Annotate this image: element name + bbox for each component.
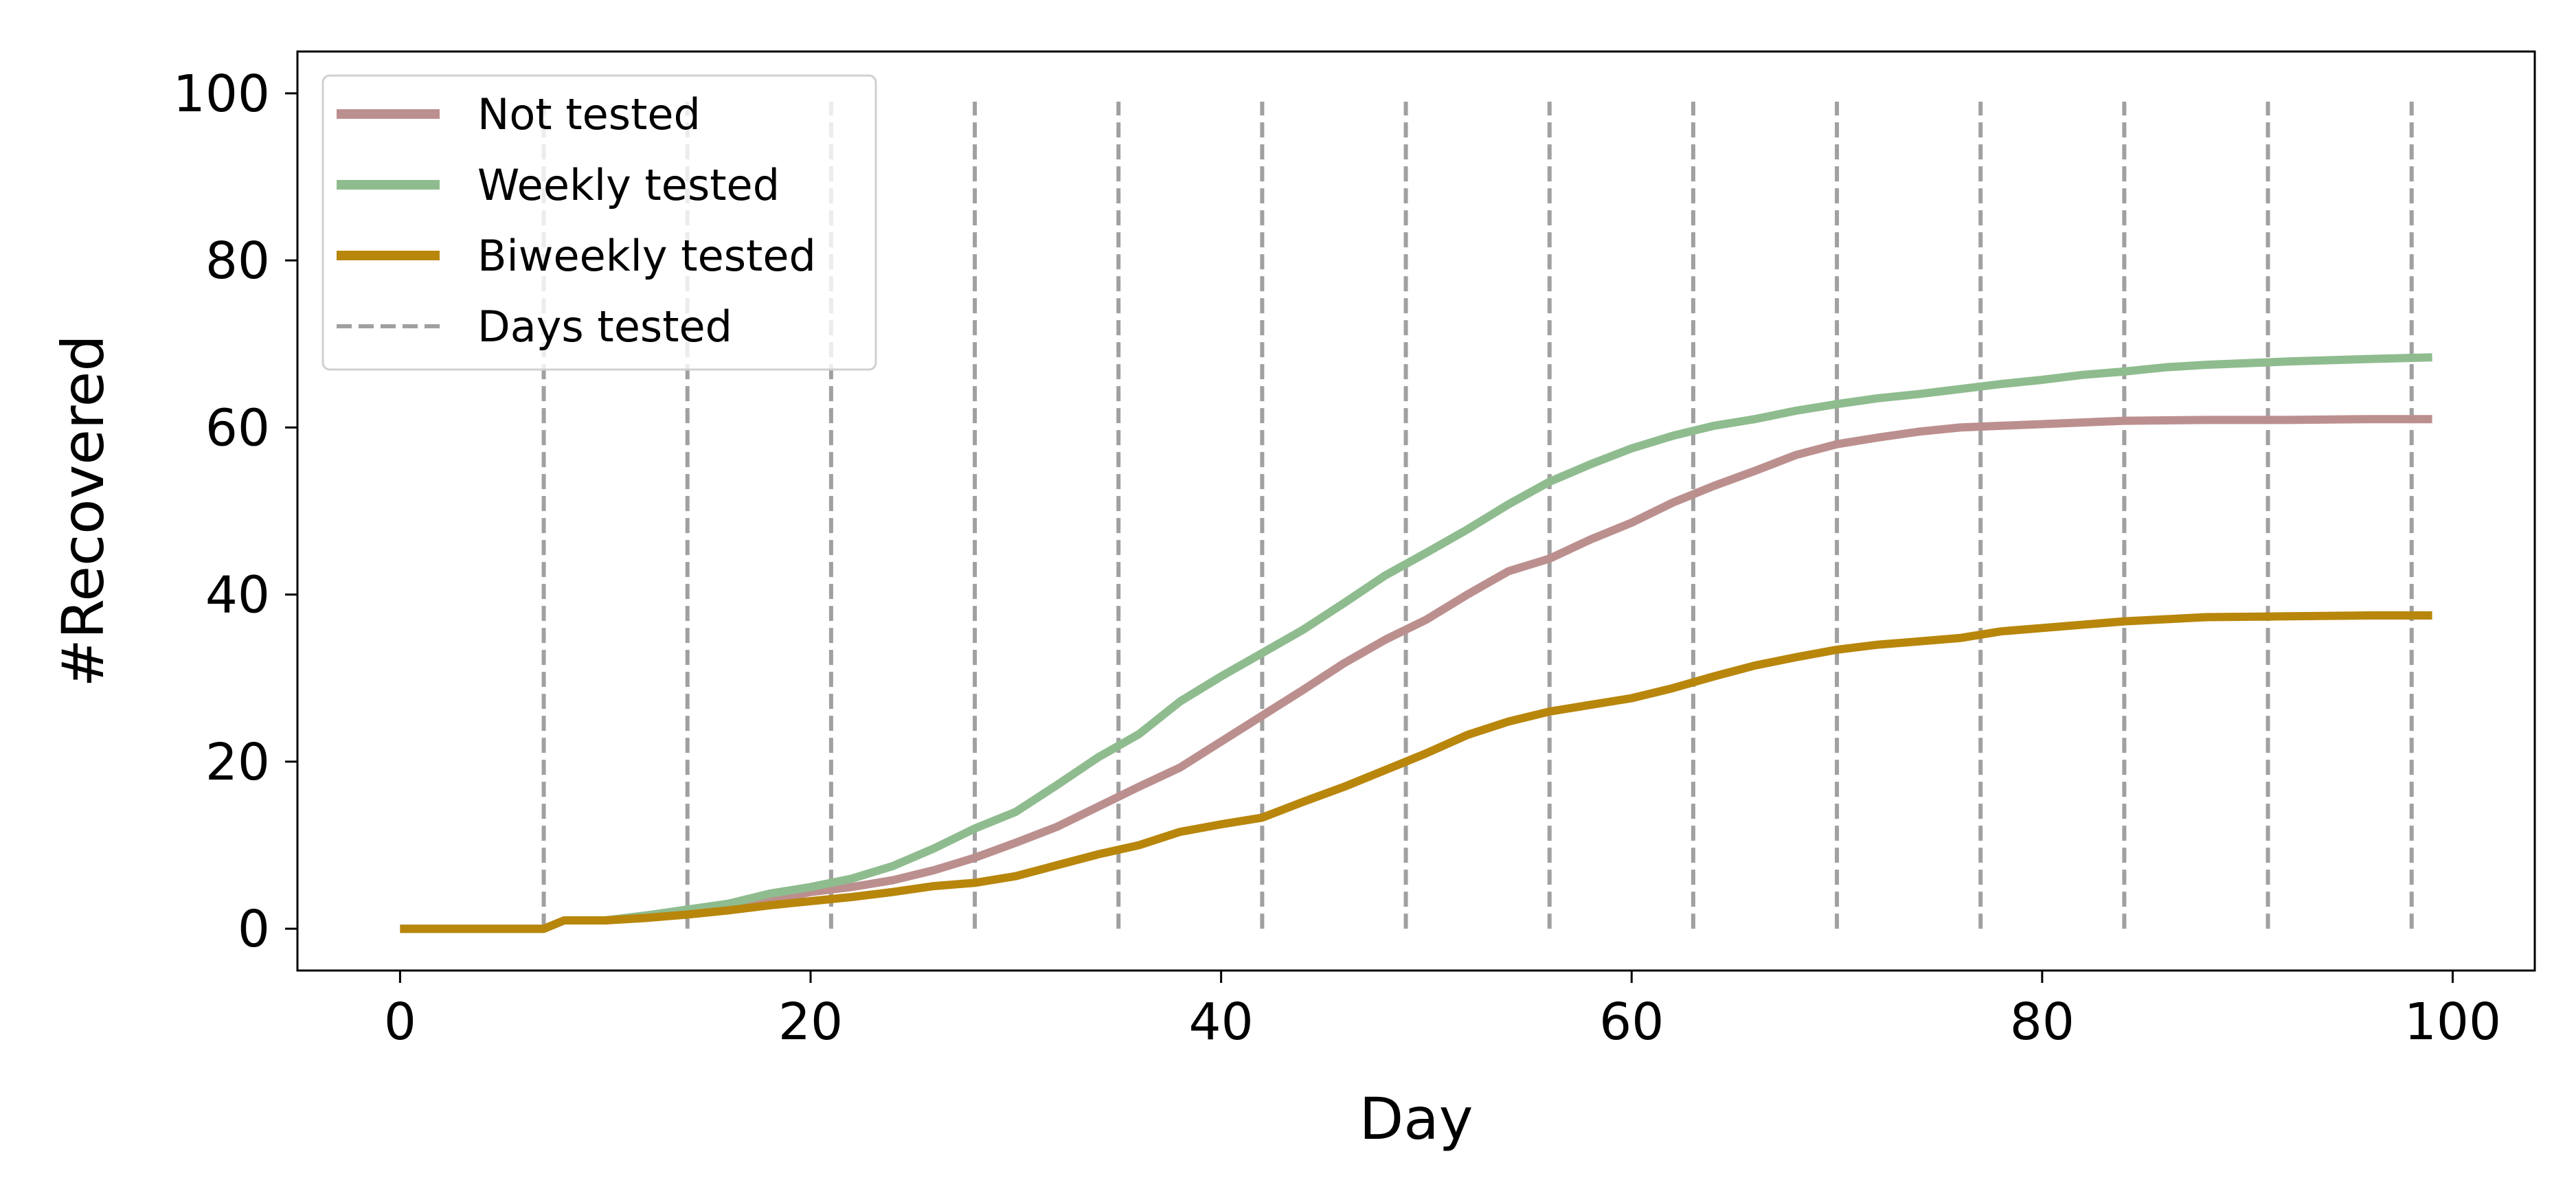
x-tick-label-60: 60 — [1599, 993, 1664, 1052]
legend-label-not-tested: Not tested — [477, 89, 701, 139]
y-tick-label-20: 20 — [205, 733, 270, 792]
y-tick-label-100: 100 — [173, 65, 270, 124]
x-axis-ticks: 0 20 40 60 80 100 — [384, 971, 2501, 1052]
plot-frame — [296, 50, 2536, 972]
x-tick-label-20: 20 — [778, 993, 843, 1052]
x-tick-label-80: 80 — [2010, 993, 2075, 1052]
legend: Not tested Weekly tested Biweekly tested Da… — [321, 74, 877, 371]
series-lines — [400, 353, 2432, 933]
series-line-weekly-tested — [400, 353, 2432, 933]
y-tick-label-80: 80 — [205, 231, 270, 291]
x-tick-label-40: 40 — [1189, 993, 1254, 1052]
series-line-biweekly-tested — [400, 611, 2432, 933]
y-tick-label-40: 40 — [205, 566, 270, 625]
x-tick-label-100: 100 — [2404, 993, 2501, 1052]
y-tick-label-60: 60 — [205, 398, 270, 457]
y-tick-label-0: 0 — [238, 900, 270, 959]
x-axis-label: Day — [1359, 1085, 1473, 1153]
legend-label-weekly-tested: Weekly tested — [477, 160, 780, 210]
series-line-not-tested — [400, 415, 2432, 933]
y-axis-ticks: 0 20 40 60 80 100 — [173, 65, 297, 959]
x-tick-label-0: 0 — [384, 993, 416, 1052]
legend-box — [321, 74, 877, 371]
legend-label-days-tested: Days tested — [477, 302, 732, 352]
y-axis-label: #Recovered — [49, 334, 117, 687]
legend-label-biweekly-tested: Biweekly tested — [477, 231, 816, 281]
